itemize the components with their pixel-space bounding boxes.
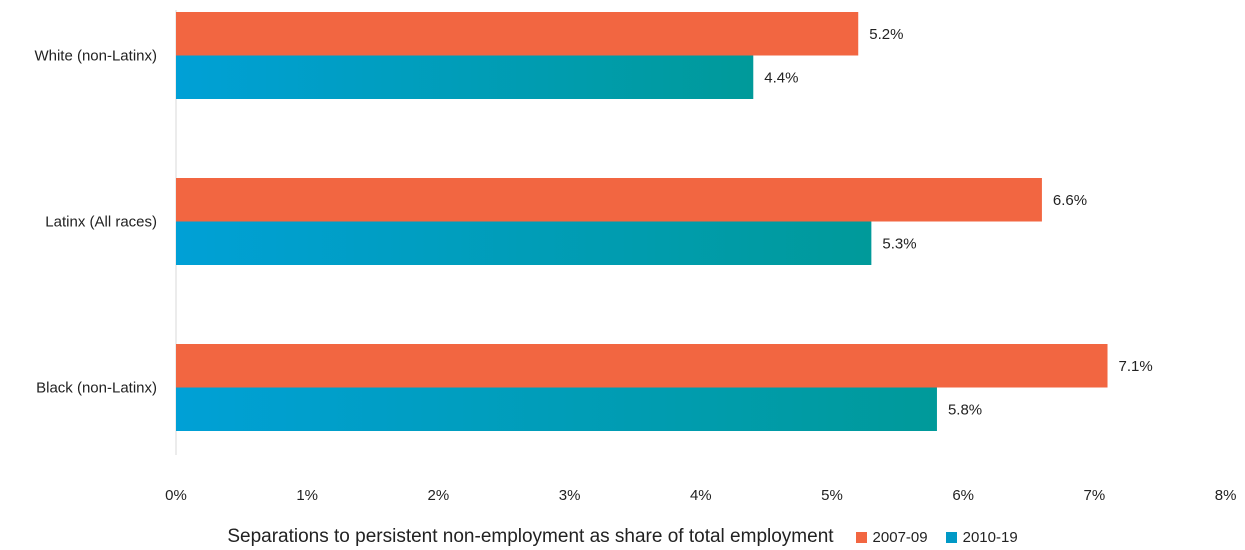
category-label-white-non-latinx: White (non-Latinx) xyxy=(34,48,157,65)
category-label-latinx-all-races: Latinx (All races) xyxy=(45,214,157,231)
bar-white-non-latinx-2007-09 xyxy=(176,12,859,56)
bar-latinx-all-races-2007-09 xyxy=(176,178,1042,222)
data-label-latinx-all-races-2007-09: 6.6% xyxy=(1053,192,1087,209)
bar-black-non-latinx-2007-09 xyxy=(176,344,1108,388)
data-label-black-non-latinx-2007-09: 7.1% xyxy=(1119,358,1153,375)
legend-swatch-2010-19 xyxy=(945,531,957,543)
bar-chart: 5.2% 4.4% 6.6% 5.3% 7.1% 5.8% White (non-Lati… xyxy=(34,10,1237,504)
data-label-black-non-latinx-2010-19: 5.8% xyxy=(948,401,982,418)
x-tick-label: 6% xyxy=(952,487,974,504)
legend-item-2010-19: 2010-19 xyxy=(945,528,1018,546)
x-tick-label: 7% xyxy=(1084,487,1106,504)
bar-latinx-all-races-2010-19 xyxy=(176,221,872,265)
data-label-latinx-all-races-2010-19: 5.3% xyxy=(882,235,916,252)
x-tick-label: 2% xyxy=(428,487,450,504)
data-label-white-non-latinx-2010-19: 4.4% xyxy=(764,69,798,86)
data-label-white-non-latinx-2007-09: 5.2% xyxy=(869,26,903,43)
bar-black-non-latinx-2010-19 xyxy=(176,387,937,431)
category-label-black-non-latinx: Black (non-Latinx) xyxy=(36,380,157,397)
legend-swatch-2007-09 xyxy=(855,531,867,543)
x-tick-label: 1% xyxy=(296,487,318,504)
chart-footer: Separations to persistent non-employment… xyxy=(0,524,1245,550)
legend-label-2010-19: 2010-19 xyxy=(962,528,1018,546)
x-tick-label: 8% xyxy=(1215,487,1237,504)
x-tick-label: 3% xyxy=(559,487,581,504)
legend-label-2007-09: 2007-09 xyxy=(872,528,928,546)
x-tick-label: 5% xyxy=(821,487,843,504)
x-axis-label: Separations to persistent non-employment… xyxy=(227,526,834,547)
x-tick-label: 4% xyxy=(690,487,712,504)
x-tick-label: 0% xyxy=(165,487,187,504)
legend-item-2007-09: 2007-09 xyxy=(855,528,928,546)
bar-white-non-latinx-2010-19 xyxy=(176,55,754,99)
